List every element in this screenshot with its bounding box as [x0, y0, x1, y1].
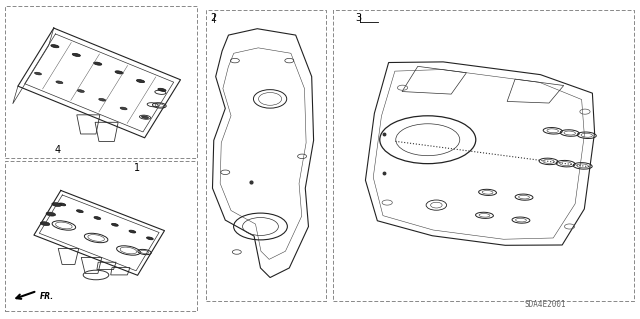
Ellipse shape: [111, 223, 118, 226]
Ellipse shape: [147, 237, 154, 240]
Ellipse shape: [46, 212, 56, 216]
Text: 2: 2: [210, 13, 216, 23]
Text: FR.: FR.: [40, 292, 54, 300]
Ellipse shape: [76, 210, 83, 213]
Text: 1: 1: [134, 163, 141, 173]
Ellipse shape: [141, 116, 148, 119]
Ellipse shape: [52, 203, 61, 206]
Ellipse shape: [94, 217, 100, 219]
Text: 4: 4: [54, 145, 61, 155]
Ellipse shape: [93, 62, 102, 65]
Text: SDA4E2001: SDA4E2001: [525, 300, 566, 309]
Ellipse shape: [99, 98, 106, 101]
Ellipse shape: [35, 72, 42, 75]
Ellipse shape: [129, 230, 136, 233]
Text: 3: 3: [355, 13, 362, 23]
Ellipse shape: [72, 53, 81, 56]
Ellipse shape: [120, 107, 127, 110]
Ellipse shape: [40, 222, 50, 226]
Ellipse shape: [59, 203, 66, 206]
Ellipse shape: [56, 81, 63, 84]
Ellipse shape: [158, 88, 166, 92]
Ellipse shape: [77, 90, 84, 93]
Ellipse shape: [136, 79, 145, 83]
Ellipse shape: [115, 71, 124, 74]
Ellipse shape: [51, 45, 59, 48]
